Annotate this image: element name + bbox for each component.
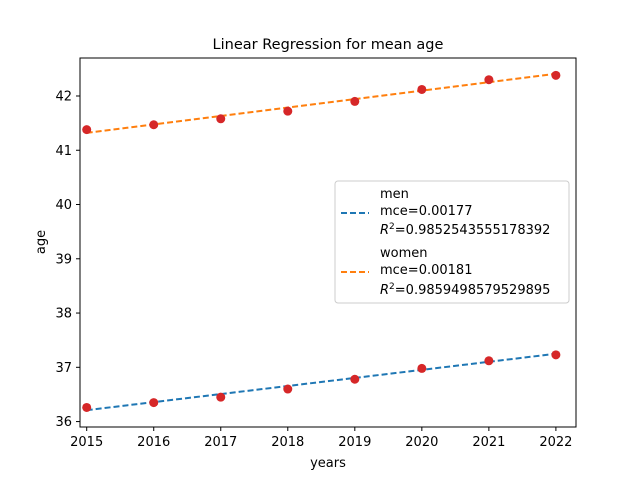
y-tick-label: 39	[55, 252, 72, 267]
x-tick-label: 2020	[405, 435, 438, 450]
data-point-men	[149, 398, 159, 408]
x-tick-label: 2016	[137, 435, 170, 450]
legend-r2-women: R2=0.9859498579529895	[380, 282, 550, 298]
y-axis-label: age	[34, 230, 49, 254]
y-tick-label: 42	[55, 89, 72, 104]
x-tick-label: 2017	[204, 435, 237, 450]
legend-frame	[334, 180, 570, 304]
y-tick-label: 38	[55, 307, 72, 322]
plot-area: 2015 2016 2017 2018 2019 2020 2021 2022 36 37 38 39…	[55, 57, 577, 450]
data-point-women	[216, 114, 226, 124]
y-tick-label: 41	[55, 144, 72, 159]
legend-r2-value-men: =0.9852543555178392	[395, 223, 551, 238]
fit-line-women	[86, 72, 557, 134]
x-axis-label: years	[310, 456, 346, 471]
x-tick-label: 2019	[338, 435, 371, 450]
legend-mce-women: mce=0.00181	[380, 263, 472, 278]
legend-r2-value-women: =0.9859498579529895	[395, 283, 551, 298]
data-point-men	[283, 384, 293, 394]
y-tick-label: 37	[55, 361, 72, 376]
data-point-women	[551, 70, 561, 80]
plot-frame	[79, 57, 577, 428]
data-point-men	[350, 374, 360, 384]
data-point-women	[484, 75, 494, 85]
data-point-men	[417, 363, 427, 373]
x-tick-label: 2015	[70, 435, 103, 450]
x-tick-label: 2022	[539, 435, 572, 450]
legend-mce-men: mce=0.00177	[380, 204, 472, 219]
data-point-women	[283, 106, 293, 116]
data-point-women	[82, 125, 92, 135]
y-tick-label: 40	[55, 198, 72, 213]
legend-label-women: women	[380, 246, 428, 261]
x-tick-label: 2018	[271, 435, 304, 450]
data-point-women	[417, 84, 427, 94]
data-point-men	[551, 350, 561, 360]
x-tick-label: 2021	[472, 435, 505, 450]
data-point-women	[149, 120, 159, 130]
y-tick-label: 36	[55, 415, 72, 430]
fit-line-men	[86, 352, 557, 412]
data-point-men	[484, 356, 494, 366]
legend: men mce=0.00177 R2=0.9852543555178392 wo…	[334, 180, 570, 304]
legend-label-men: men	[380, 187, 409, 202]
data-point-men	[216, 392, 226, 402]
chart-title: Linear Regression for mean age	[213, 37, 444, 53]
data-point-men	[82, 402, 92, 412]
data-point-women	[350, 96, 360, 106]
legend-r2-men: R2=0.9852543555178392	[380, 222, 550, 238]
